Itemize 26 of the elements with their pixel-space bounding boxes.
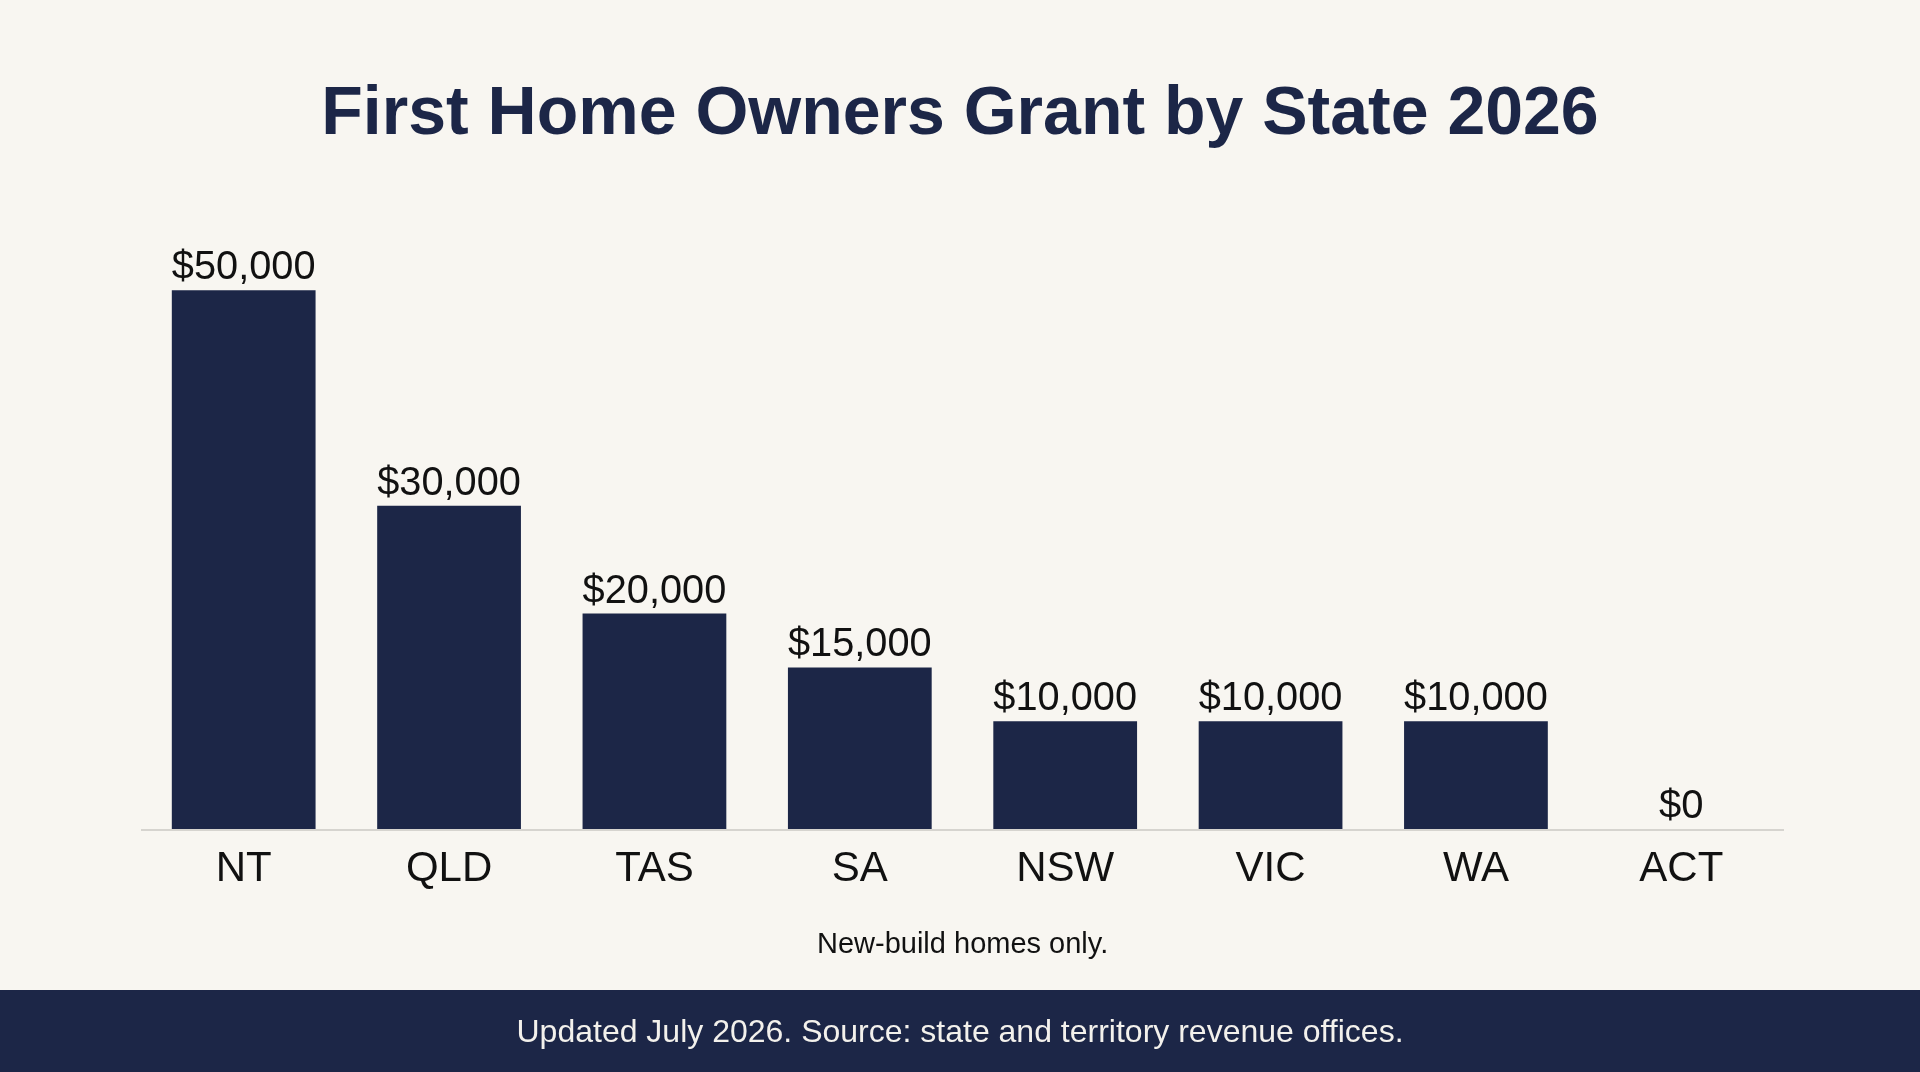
x-tick-label: VIC (1235, 843, 1306, 891)
x-tick-label: SA (831, 843, 888, 891)
data-label: $10,000 (1198, 674, 1343, 719)
bar (377, 505, 521, 829)
data-label: $15,000 (787, 620, 932, 665)
data-label: $30,000 (377, 458, 521, 503)
data-label: $50,000 (171, 243, 316, 288)
x-tick-label: QLD (405, 843, 493, 891)
chart-title: First Home Owners Grant by State 2026 (321, 71, 1599, 148)
bar (993, 721, 1138, 829)
bar (171, 290, 316, 829)
bar (1198, 721, 1343, 829)
text: Updated July 2026. Source: state and territory revenue offices. (0, 990, 1920, 1072)
data-label: $0 (1659, 782, 1704, 826)
data-label: $10,000 (1404, 674, 1548, 719)
text: New-build homes only. (817, 927, 1109, 959)
x-tick-label: NT (215, 843, 272, 891)
bar (582, 613, 727, 829)
bar (1404, 721, 1548, 829)
x-tick-label: WA (1442, 843, 1509, 891)
x-tick-label: TAS (615, 843, 694, 891)
data-label: $10,000 (993, 674, 1138, 719)
data-label: $20,000 (582, 566, 727, 611)
x-tick-label: NSW (1016, 843, 1115, 891)
x-tick-label: ACT (1639, 843, 1724, 891)
bar (787, 667, 932, 829)
